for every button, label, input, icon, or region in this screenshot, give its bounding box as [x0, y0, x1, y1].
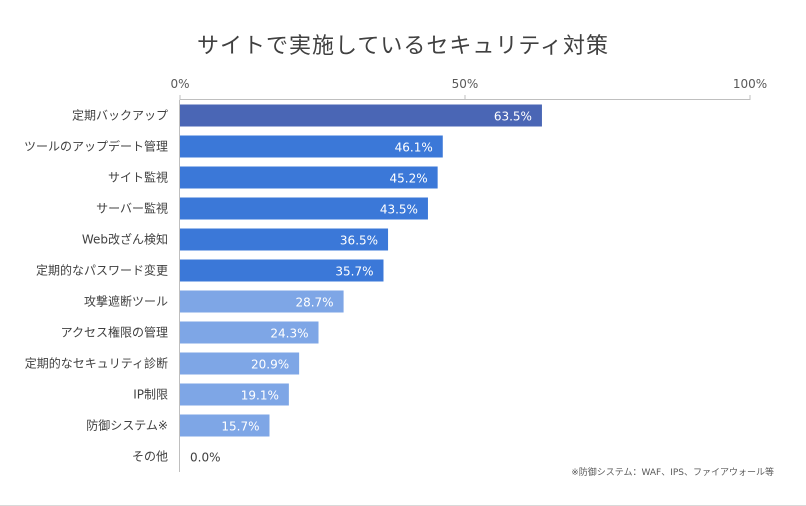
x-tick-label: 50%	[452, 77, 479, 91]
chart-footnote: ※防御システム：WAF、IPS、ファイアウォール等	[571, 468, 774, 478]
data-label: 36.5%	[340, 234, 378, 248]
bar	[180, 104, 542, 127]
data-label: 19.1%	[241, 389, 279, 403]
bar	[180, 290, 344, 313]
bar	[180, 259, 384, 282]
data-label: 45.2%	[390, 172, 428, 186]
x-tick-label: 100%	[733, 77, 767, 91]
bar	[180, 135, 443, 158]
bar	[180, 383, 289, 406]
category-label: サイト監視	[108, 170, 168, 185]
bar	[180, 197, 428, 220]
data-label: 46.1%	[395, 141, 433, 155]
bar	[180, 166, 438, 189]
data-label: 28.7%	[295, 296, 333, 310]
bar	[180, 414, 270, 437]
data-label: 20.9%	[251, 358, 289, 372]
category-label: ツールのアップデート管理	[24, 139, 168, 154]
data-label: 15.7%	[221, 420, 259, 434]
category-label: 防御システム※	[86, 418, 168, 433]
category-label: Web改ざん検知	[82, 232, 168, 247]
category-label: その他	[132, 450, 168, 464]
category-label: 定期的なセキュリティ診断	[25, 356, 168, 371]
x-tick-label: 0%	[170, 77, 189, 91]
bar	[180, 228, 389, 251]
bar	[180, 321, 319, 344]
data-label: 24.3%	[270, 327, 308, 341]
bar	[180, 352, 300, 375]
data-label: 43.5%	[380, 203, 418, 217]
data-label: 35.7%	[335, 265, 373, 279]
category-label: 攻撃遮断ツール	[84, 294, 168, 309]
chart-title: サイトで実施しているセキュリティ対策	[196, 34, 610, 59]
category-label: アクセス権限の管理	[61, 325, 168, 340]
category-label: 定期的なパスワード変更	[36, 263, 168, 278]
category-label: サーバー監視	[96, 201, 168, 216]
data-label: 63.5%	[494, 110, 532, 124]
data-label: 0.0%	[190, 451, 221, 465]
category-label: 定期バックアップ	[72, 108, 168, 123]
category-label: IP制限	[133, 388, 168, 402]
